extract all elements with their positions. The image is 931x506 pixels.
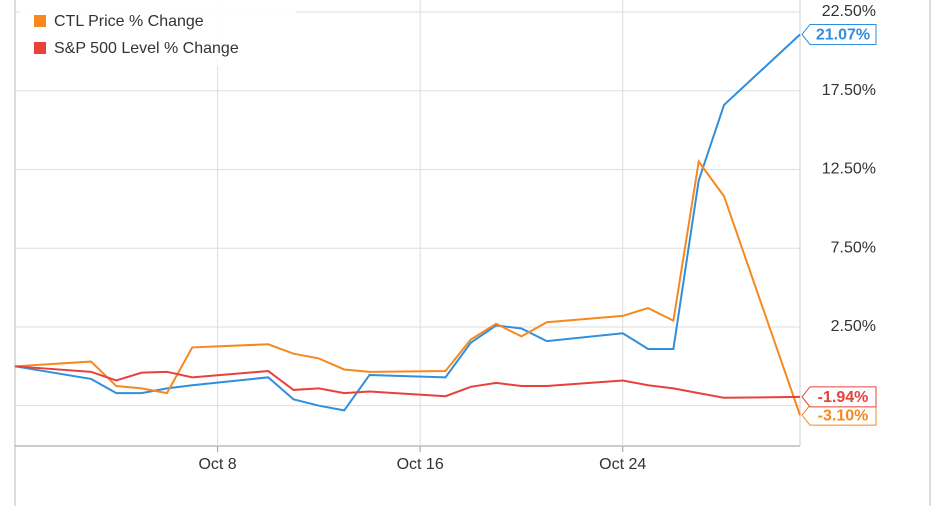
series-line — [14, 159, 801, 416]
x-tick-label: Oct 16 — [397, 456, 444, 473]
end-label: 21.07% — [816, 27, 870, 44]
legend-label: CTL Price % Change — [54, 13, 204, 30]
x-tick-label: Oct 24 — [599, 456, 646, 473]
labels: -2.50%2.50%7.50%12.50%17.50%22.50%Oct 8O… — [198, 3, 877, 473]
legend-label: S&P 500 Level % Change — [54, 40, 239, 57]
grid — [15, 0, 801, 452]
end-label-box — [801, 386, 877, 408]
legend-box — [20, 0, 296, 66]
end-label-box — [801, 23, 877, 45]
y-tick-label: 22.50% — [822, 3, 876, 20]
end-label: -3.10% — [818, 407, 869, 424]
lines — [14, 33, 801, 416]
end-label: -1.94% — [818, 389, 869, 406]
y-tick-label: 12.50% — [822, 161, 876, 178]
end-label-box — [801, 404, 877, 426]
y-tick-label: 2.50% — [831, 318, 876, 335]
series-line — [14, 365, 801, 399]
legend: CTL Price % Change S&P 500 Level % Change — [20, 0, 296, 66]
y-tick-label: 17.50% — [822, 82, 876, 99]
y-tick-label: 7.50% — [831, 239, 876, 256]
legend-swatch — [34, 15, 46, 27]
frame — [14, 0, 931, 506]
x-tick-label: Oct 8 — [198, 456, 236, 473]
legend-swatch — [34, 42, 46, 54]
